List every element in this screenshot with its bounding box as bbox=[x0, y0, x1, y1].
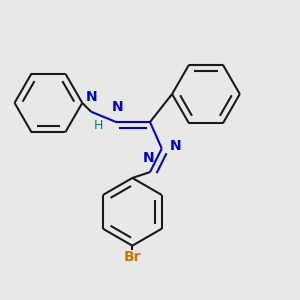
Text: N: N bbox=[170, 139, 182, 153]
Text: N: N bbox=[112, 100, 123, 114]
Text: N: N bbox=[143, 151, 154, 165]
Text: H: H bbox=[94, 119, 103, 132]
Text: N: N bbox=[86, 90, 98, 104]
Text: Br: Br bbox=[124, 250, 141, 265]
